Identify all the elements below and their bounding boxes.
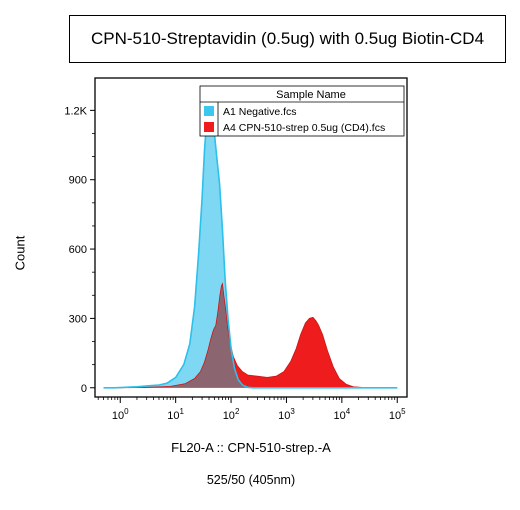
x-tick-label: 100 — [112, 407, 129, 422]
legend-entry-label: A4 CPN-510-strep 0.5ug (CD4).fcs — [223, 122, 385, 134]
legend-swatch — [204, 122, 214, 132]
series-overlap-area — [103, 283, 398, 388]
series-negative-area — [103, 94, 398, 388]
x-axis-label: FL20-A :: CPN-510-strep.-A — [171, 440, 331, 455]
legend-header: Sample Name — [276, 89, 346, 101]
y-tick-label: 0 — [81, 383, 87, 395]
x-tick-label: 102 — [223, 407, 240, 422]
y-axis-label: Count — [12, 235, 28, 271]
series-cd4-outline — [103, 282, 398, 389]
legend: Sample Name A1 Negative.fcs A4 CPN-510-str… — [199, 85, 405, 137]
series-cd4-area — [103, 283, 398, 388]
y-tick-label: 1.2K — [64, 105, 87, 117]
x-tick-label: 104 — [333, 407, 350, 422]
plot-frame — [94, 77, 408, 398]
subtitle: 525/50 (405nm) — [206, 473, 296, 487]
series-negative-outline — [103, 94, 398, 389]
chart-title: CPN-510-Streptavidin (0.5ug) with 0.5ug … — [69, 15, 506, 63]
x-tick-label: 101 — [167, 407, 184, 422]
y-tick-label: 300 — [69, 313, 87, 325]
y-tick-label: 600 — [69, 244, 87, 256]
x-tick-label: 105 — [389, 407, 406, 422]
legend-entry-label: A1 Negative.fcs — [223, 106, 297, 118]
y-tick-label: 900 — [69, 175, 87, 187]
legend-swatch — [204, 106, 214, 116]
legend-box — [199, 85, 405, 137]
x-tick-label: 103 — [278, 407, 295, 422]
